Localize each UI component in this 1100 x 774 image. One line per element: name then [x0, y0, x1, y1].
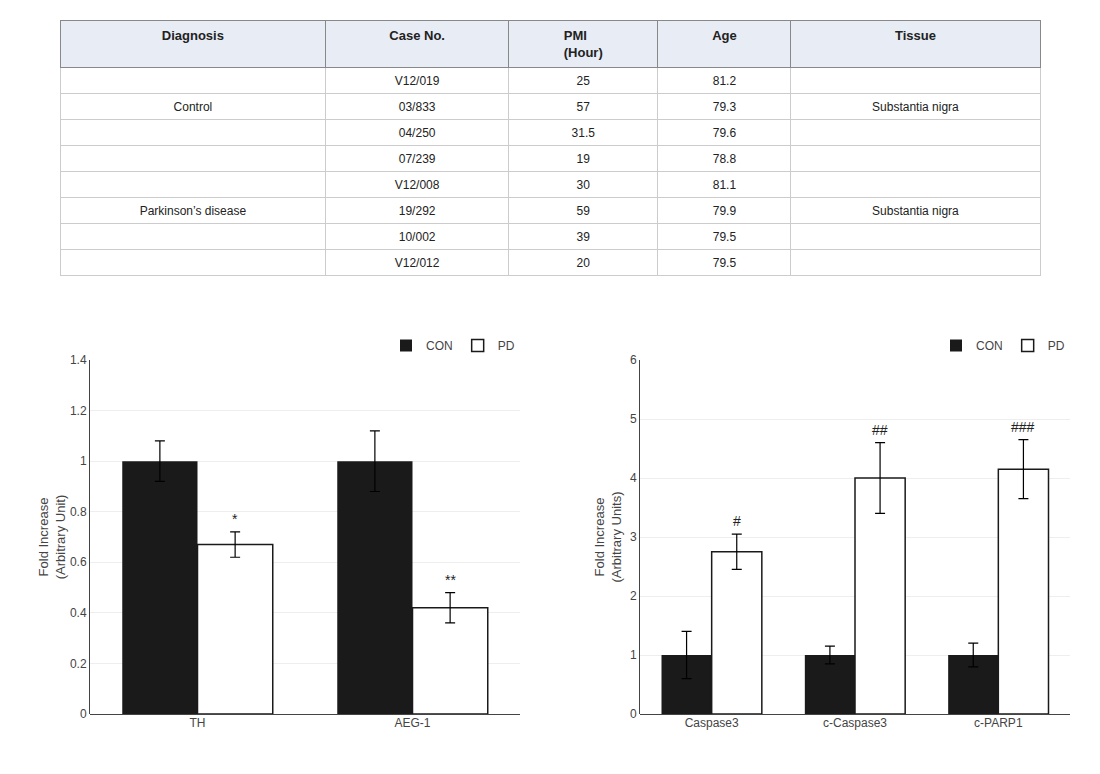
svg-text:1.4: 1.4 [70, 353, 87, 367]
svg-text:TH: TH [190, 716, 206, 730]
svg-text:2: 2 [630, 589, 637, 603]
svg-text:Substantia nigra: Substantia nigra [872, 204, 959, 218]
svg-text:**: ** [445, 572, 456, 588]
svg-text:##: ## [872, 422, 888, 438]
svg-text:0: 0 [80, 707, 87, 721]
svg-text:79.5: 79.5 [713, 256, 737, 270]
svg-text:Fold Increase(Arbitrary Unit): Fold Increase(Arbitrary Unit) [36, 495, 68, 580]
svg-text:07/239: 07/239 [399, 152, 436, 166]
svg-text:c-PARP1: c-PARP1 [974, 716, 1023, 730]
svg-text:81.1: 81.1 [713, 178, 737, 192]
svg-text:5: 5 [630, 412, 637, 426]
svg-text:#: # [733, 513, 741, 529]
svg-text:c-Caspase3: c-Caspase3 [823, 716, 887, 730]
svg-text:Control: Control [174, 100, 213, 114]
svg-text:4: 4 [630, 471, 637, 485]
svg-text:Diagnosis: Diagnosis [162, 28, 224, 43]
svg-text:81.2: 81.2 [713, 74, 737, 88]
svg-text:AEG-1: AEG-1 [394, 716, 430, 730]
svg-text:PMI(Hour): PMI(Hour) [564, 28, 603, 60]
svg-text:19: 19 [577, 152, 591, 166]
svg-text:57: 57 [577, 100, 591, 114]
svg-text:59: 59 [577, 204, 591, 218]
svg-text:CON: CON [426, 339, 453, 353]
svg-text:10/002: 10/002 [399, 230, 436, 244]
svg-text:79.3: 79.3 [713, 100, 737, 114]
svg-text:79.9: 79.9 [713, 204, 737, 218]
svg-text:0.8: 0.8 [70, 505, 87, 519]
svg-text:31.5: 31.5 [572, 126, 596, 140]
svg-text:78.8: 78.8 [713, 152, 737, 166]
svg-text:1.2: 1.2 [70, 404, 87, 418]
svg-text:Parkinson’s disease: Parkinson’s disease [140, 204, 247, 218]
svg-text:Substantia nigra: Substantia nigra [872, 100, 959, 114]
svg-text:PD: PD [498, 339, 515, 353]
svg-text:0.6: 0.6 [70, 555, 87, 569]
svg-text:CON: CON [976, 339, 1003, 353]
svg-text:V12/019: V12/019 [395, 74, 440, 88]
svg-text:3: 3 [630, 530, 637, 544]
svg-text:03/833: 03/833 [399, 100, 436, 114]
svg-text:0.4: 0.4 [70, 606, 87, 620]
svg-text:###: ### [1011, 419, 1035, 435]
svg-text:V12/012: V12/012 [395, 256, 440, 270]
svg-text:0: 0 [630, 707, 637, 721]
svg-text:PD: PD [1048, 339, 1065, 353]
svg-text:Caspase3: Caspase3 [685, 716, 739, 730]
svg-text:79.6: 79.6 [713, 126, 737, 140]
svg-text:04/250: 04/250 [399, 126, 436, 140]
svg-text:1: 1 [80, 454, 87, 468]
svg-text:V12/008: V12/008 [395, 178, 440, 192]
svg-text:0.2: 0.2 [70, 657, 87, 671]
svg-text:25: 25 [577, 74, 591, 88]
svg-text:19/292: 19/292 [399, 204, 436, 218]
svg-text:1: 1 [630, 648, 637, 662]
svg-text:6: 6 [630, 353, 637, 367]
svg-text:*: * [232, 511, 238, 527]
svg-text:Tissue: Tissue [895, 28, 936, 43]
svg-text:30: 30 [577, 178, 591, 192]
svg-text:Fold Increase(Arbitrary Units): Fold Increase(Arbitrary Units) [592, 491, 624, 582]
svg-text:39: 39 [577, 230, 591, 244]
svg-text:20: 20 [577, 256, 591, 270]
svg-text:Age: Age [712, 28, 737, 43]
svg-text:79.5: 79.5 [713, 230, 737, 244]
svg-text:Case No.: Case No. [389, 28, 445, 43]
